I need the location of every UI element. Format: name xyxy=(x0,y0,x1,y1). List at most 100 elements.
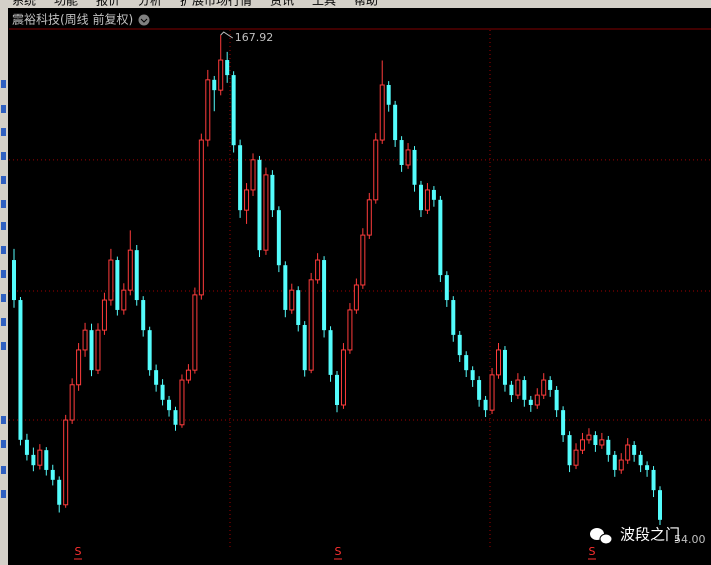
menu-item[interactable]: 分析 xyxy=(138,0,162,8)
candle-body xyxy=(108,259,114,301)
candle-body xyxy=(179,379,185,426)
menu-item[interactable]: 帮助 xyxy=(354,0,378,8)
candle-body xyxy=(115,260,120,310)
candle-body xyxy=(192,294,198,371)
candle-body xyxy=(515,379,521,396)
candle-body xyxy=(405,149,411,166)
candle-body xyxy=(328,330,333,375)
candle-body xyxy=(541,379,547,396)
candle-body xyxy=(586,434,592,441)
candle-body xyxy=(534,394,540,406)
candle-body xyxy=(347,309,353,351)
candle-body xyxy=(50,469,55,480)
candle-body xyxy=(154,370,159,385)
candle-body xyxy=(101,299,107,331)
menu-bar xyxy=(0,0,711,8)
candle-body xyxy=(424,189,430,211)
candle-body xyxy=(606,439,611,455)
dropdown-icon[interactable] xyxy=(138,14,150,26)
candle-body xyxy=(457,334,462,356)
candle-body xyxy=(212,79,217,91)
candle-body xyxy=(127,249,133,291)
candle-body xyxy=(373,139,379,201)
candle-body xyxy=(522,380,527,400)
candle-body xyxy=(270,174,275,211)
candle-body xyxy=(451,300,456,335)
candle-body xyxy=(612,454,617,470)
menu-item[interactable]: 功能 xyxy=(54,0,78,8)
candle-body xyxy=(632,444,637,455)
candle-body xyxy=(412,149,417,185)
candle-body xyxy=(82,329,88,351)
candle-body xyxy=(167,399,172,411)
candle-body xyxy=(645,465,650,470)
candle-body xyxy=(599,439,605,446)
candle-body xyxy=(283,265,288,310)
signal-marker: S xyxy=(589,545,596,558)
candle-body xyxy=(638,454,643,466)
candle-body xyxy=(340,349,346,406)
candle-body xyxy=(89,330,94,371)
candle-body xyxy=(37,449,43,466)
candle-body xyxy=(464,355,469,371)
candle-body xyxy=(276,210,281,266)
candle-body xyxy=(393,104,398,141)
candle-body xyxy=(573,449,579,466)
candle-body xyxy=(322,260,327,331)
candle-body xyxy=(502,349,507,385)
candle-body xyxy=(296,290,301,325)
candle-body xyxy=(18,300,23,440)
candle-body xyxy=(444,275,449,301)
chart-title: 震裕科技(周线 前复权) xyxy=(12,12,133,27)
candle-body xyxy=(44,450,49,470)
menu-item[interactable]: 系统 xyxy=(12,0,36,8)
menu-item[interactable]: 工具 xyxy=(312,0,336,8)
candle-body xyxy=(69,384,75,421)
candle-body xyxy=(477,380,482,400)
candle-body xyxy=(335,374,339,405)
candle-body xyxy=(315,259,321,281)
min-label: 54.00 xyxy=(674,533,706,546)
candle-body xyxy=(238,145,243,211)
candle-body xyxy=(651,469,656,491)
candle-body xyxy=(418,184,423,211)
candle-body xyxy=(257,159,262,251)
candle-body xyxy=(554,389,559,411)
candle-body xyxy=(302,324,307,371)
candle-body xyxy=(31,454,36,466)
candle-body xyxy=(121,289,127,311)
candle-body xyxy=(24,439,29,455)
candle-body xyxy=(250,159,256,191)
menu-item[interactable]: 资讯 xyxy=(270,0,294,8)
watermark: 波段之门 xyxy=(590,526,680,545)
candle-body xyxy=(289,289,295,311)
candle-body xyxy=(185,369,191,381)
candle-body xyxy=(263,174,269,251)
candle-body xyxy=(593,435,598,445)
candle-body xyxy=(141,300,146,331)
candle-body xyxy=(470,370,475,381)
candle-body xyxy=(160,384,165,400)
candle-body xyxy=(561,410,566,436)
max-label: 167.92 xyxy=(235,31,274,44)
candle-body xyxy=(366,199,372,236)
candle-body xyxy=(231,75,236,146)
candle-body xyxy=(625,444,631,461)
candle-body xyxy=(548,380,553,390)
candle-body xyxy=(489,374,495,411)
candle-body xyxy=(618,459,624,471)
candle-body xyxy=(147,330,152,371)
candle-body xyxy=(134,250,139,301)
candle-body xyxy=(379,84,385,141)
candle-body xyxy=(76,349,82,386)
candle-body xyxy=(12,260,16,301)
candle-body xyxy=(353,284,359,311)
menu-item[interactable]: 扩展市场行情 xyxy=(180,0,252,8)
candle-body xyxy=(225,60,230,76)
candle-body xyxy=(173,410,178,425)
menu-item[interactable]: 报价 xyxy=(96,0,120,8)
max-marker xyxy=(220,31,233,39)
candle-body xyxy=(658,490,662,520)
